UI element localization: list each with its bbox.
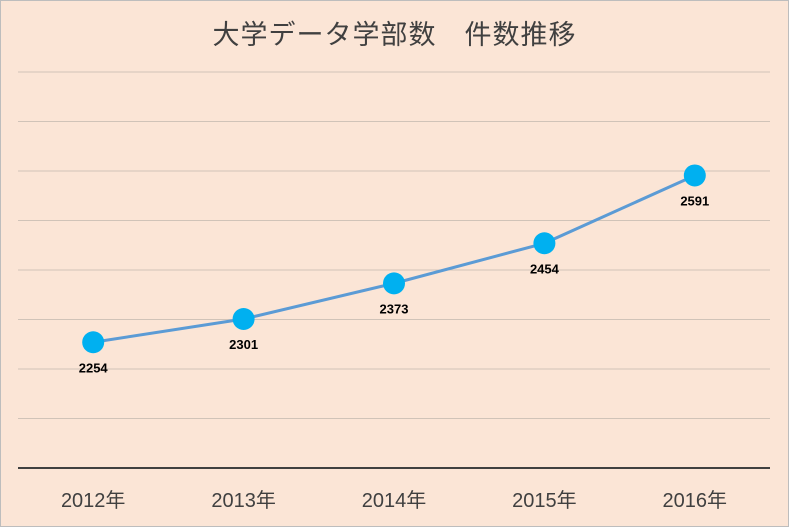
x-tick-label: 2016年 (663, 489, 728, 512)
data-label: 2254 (79, 360, 109, 375)
x-tick-label: 2012年 (61, 489, 126, 512)
data-point (232, 308, 255, 331)
data-point (82, 331, 105, 354)
data-label: 2373 (380, 301, 409, 316)
data-label: 2454 (530, 261, 560, 276)
data-label: 2591 (680, 193, 709, 208)
x-tick-label: 2014年 (362, 489, 427, 512)
data-point (683, 164, 706, 187)
x-tick-label: 2015年 (512, 489, 577, 512)
data-point (383, 272, 405, 295)
data-point (533, 232, 556, 255)
data-label: 2301 (229, 337, 258, 352)
series-line (92, 174, 696, 344)
chart-title: 大学データ学部数 件数推移 (212, 20, 577, 51)
x-tick-label: 2013年 (211, 489, 276, 512)
